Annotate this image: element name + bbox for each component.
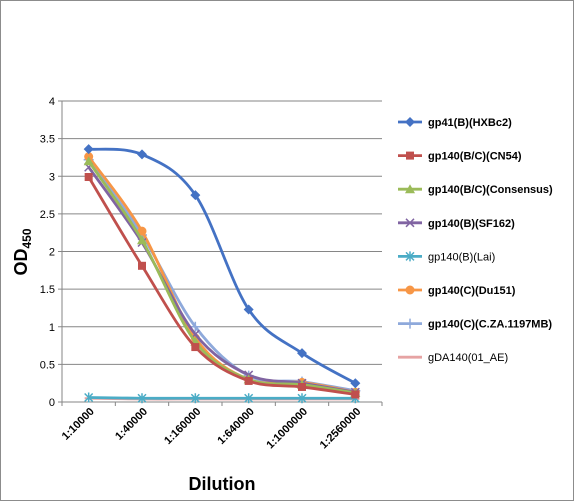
- legend-item: gp140(C)(C.ZA.1197MB): [398, 318, 552, 331]
- data-point: [243, 304, 254, 315]
- data-point: [84, 173, 93, 182]
- legend-marker: [405, 117, 415, 127]
- x-tick-label: 1:10000: [60, 406, 97, 443]
- data-point: [350, 378, 361, 389]
- y-axis-title-subscript: 450: [20, 228, 34, 248]
- data-point: [190, 393, 200, 404]
- data-point: [190, 190, 201, 201]
- data-point: [190, 321, 201, 332]
- x-tick-label: 1:2560000: [318, 406, 364, 452]
- legend-marker: [405, 218, 415, 228]
- data-point: [244, 376, 253, 385]
- data-point: [84, 392, 94, 403]
- legend-marker: [405, 184, 415, 194]
- y-tick-label: 2: [49, 247, 55, 259]
- data-point: [83, 144, 94, 155]
- gridlines: [62, 100, 382, 365]
- data-point: [191, 343, 200, 352]
- legend-label: gp140(B/C)(Consensus): [428, 184, 553, 196]
- legend-label: gp41(B)(HXBc2): [428, 117, 512, 129]
- series-line: [87, 166, 356, 394]
- y-tick-label: 3: [49, 171, 55, 183]
- legend-item: gp140(B)(Lai): [398, 251, 495, 263]
- x-axis-title: Dilution: [189, 474, 256, 494]
- legend-item: gDA140(01_AE): [398, 352, 508, 364]
- series-group: [84, 162, 360, 397]
- legend-marker: [405, 285, 415, 295]
- y-tick-label: 3.5: [40, 134, 55, 146]
- data-point: [244, 393, 254, 404]
- series-group: [84, 173, 360, 399]
- data-point: [137, 226, 147, 236]
- legend-item: gp140(B)(SF162): [398, 218, 515, 230]
- y-tick-label: 1.5: [40, 284, 55, 296]
- data-point: [297, 393, 307, 404]
- x-tick-label: 1:1000000: [264, 406, 310, 452]
- legend-item: gp140(C)(Du151): [398, 285, 516, 297]
- data-point: [137, 149, 147, 160]
- series-line: [88, 147, 357, 385]
- legend-label: gp140(C)(Du151): [428, 285, 516, 297]
- legend-item: gp41(B)(HXBc2): [398, 117, 512, 129]
- legend-label: gDA140(01_AE): [428, 352, 508, 364]
- legend-marker: [405, 251, 415, 262]
- x-tick-label: 1:640000: [215, 406, 256, 447]
- y-tick-label: 4: [49, 96, 55, 108]
- data-point: [83, 156, 94, 166]
- y-axis-title: OD450: [11, 228, 34, 275]
- series-line: [88, 396, 356, 400]
- data-point: [351, 390, 360, 399]
- y-tick-label: 0: [49, 397, 55, 409]
- y-axis-title-main: OD: [11, 249, 31, 276]
- series-lines: [83, 144, 361, 404]
- x-tick-label: 1:40000: [113, 406, 150, 443]
- legend-marker: [406, 151, 414, 160]
- data-point: [137, 393, 147, 404]
- series-group: [84, 392, 360, 404]
- legend-label: gp140(B/C)(CN54): [428, 151, 522, 163]
- legend: gp41(B)(HXBc2) gp140(B/C)(CN54) gp140(B/C)…: [398, 117, 553, 364]
- legend-item: gp140(B/C)(CN54): [398, 151, 522, 163]
- legend-marker: [405, 318, 415, 329]
- legend-label: gp140(B)(Lai): [428, 251, 495, 263]
- y-tick-label: 0.5: [40, 359, 55, 371]
- data-point: [137, 235, 147, 245]
- legend-item: gp140(B/C)(Consensus): [398, 184, 553, 196]
- legend-label: gp140(C)(C.ZA.1197MB): [428, 319, 552, 331]
- y-tick-label: 2.5: [40, 209, 55, 221]
- data-point: [138, 261, 146, 270]
- y-tick-label: 1: [49, 322, 55, 334]
- x-tick-label: 1:160000: [162, 406, 203, 447]
- data-point: [297, 348, 307, 359]
- series-group: [83, 144, 361, 389]
- data-point: [298, 382, 306, 391]
- series-line: [87, 158, 356, 393]
- legend-label: gp140(B)(SF162): [428, 218, 515, 230]
